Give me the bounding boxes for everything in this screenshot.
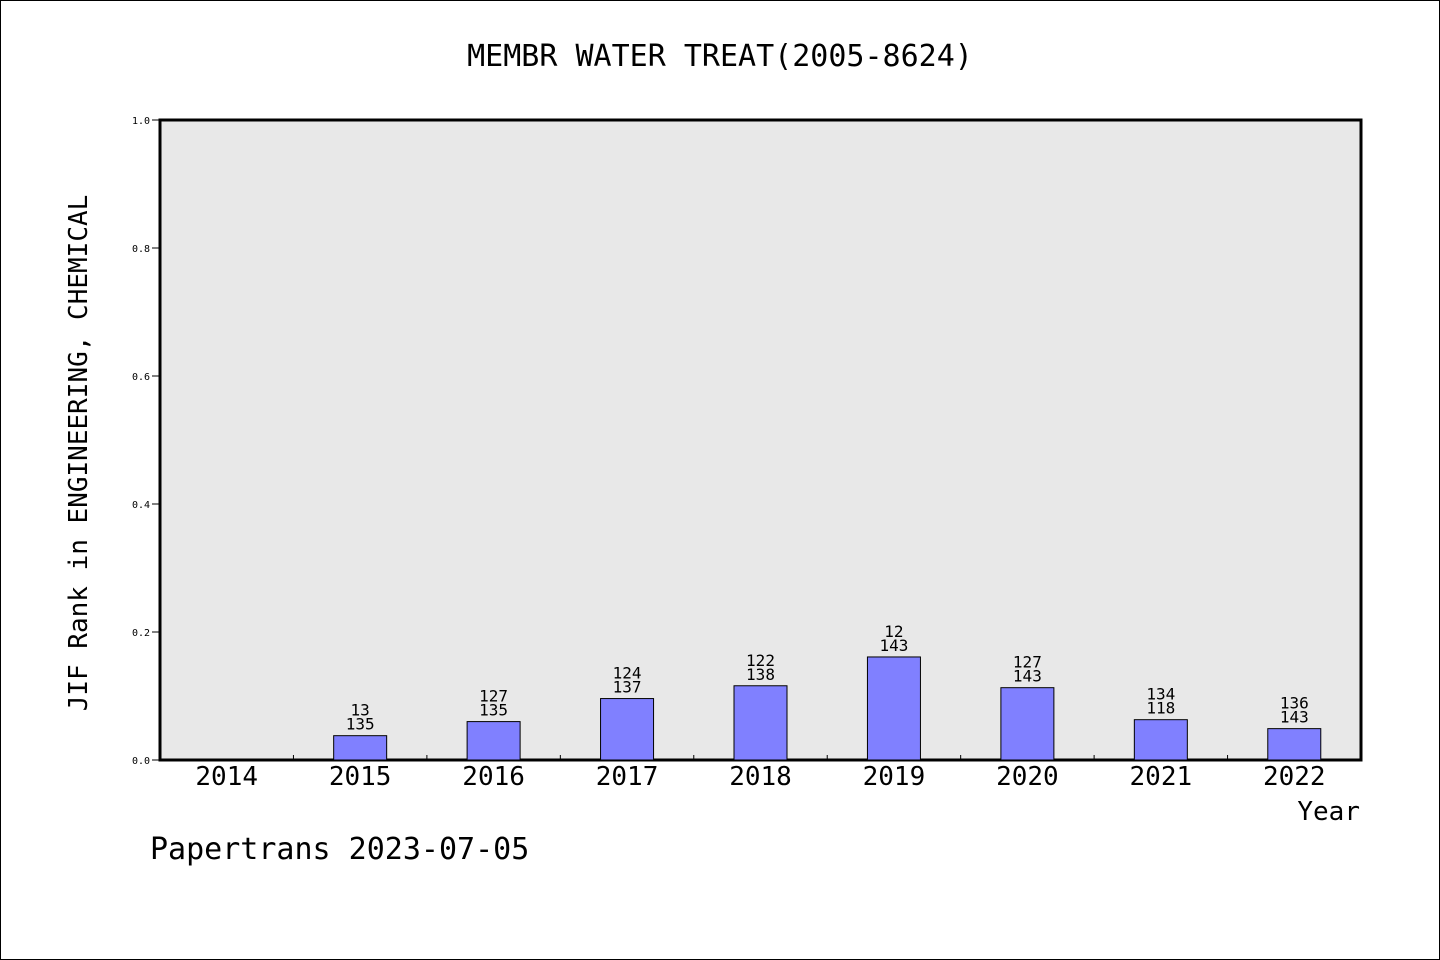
x-tick-label: 2016: [462, 762, 525, 792]
y-tick-label: 0.2: [132, 628, 150, 639]
x-tick-label: 2022: [1263, 762, 1326, 792]
plot-area: [158, 118, 1363, 762]
y-tick-label: 0.8: [132, 244, 150, 255]
bar-rank-label: 13: [351, 701, 370, 720]
bar-2022: [1267, 728, 1322, 761]
bar-total-label: 143: [1280, 708, 1309, 727]
x-tick-label: 2014: [195, 762, 258, 792]
x-axis-ticks: [292, 755, 1229, 760]
chart-title: MEMBR WATER TREAT(2005-8624): [467, 39, 973, 74]
bar-total-label: 118: [1146, 699, 1175, 718]
x-tick-label: 2018: [729, 762, 792, 792]
bar-labels: 1313512713512413712213812143127143134118…: [346, 622, 1309, 734]
footer-credit: Papertrans 2023-07-05: [150, 832, 530, 867]
y-axis-label: JIF Rank in ENGINEERING, CHEMICAL: [64, 195, 94, 712]
x-tick-label: 2015: [329, 762, 392, 792]
x-tick-label: 2017: [596, 762, 659, 792]
bar-total-label: 138: [746, 665, 775, 684]
x-axis-label: Year: [1297, 797, 1360, 827]
bar-total-label: 143: [1013, 667, 1042, 686]
bar-2017: [600, 698, 655, 761]
bar-2021: [1133, 719, 1188, 761]
bar-rank-label: 122: [746, 651, 775, 670]
bar-rank-label: 127: [1013, 653, 1042, 672]
bar-total-label: 143: [879, 636, 908, 655]
y-tick-label: 0.4: [132, 500, 150, 511]
bar-total-label: 135: [346, 715, 375, 734]
bar-2018: [733, 685, 788, 761]
y-axis-ticks: 0.0 0.2 0.4 0.6 0.8 1.0: [132, 116, 160, 767]
x-tick-labels: 2014 2015 2016 2017 2018 2019 2020 2021 2022: [195, 762, 1325, 792]
bar-2019: [866, 656, 921, 761]
bar-series: [333, 656, 1322, 761]
bar-2015: [333, 735, 388, 761]
bar-rank-label: 12: [884, 622, 903, 641]
y-tick-label: 0.0: [132, 756, 150, 767]
bar-rank-label: 124: [613, 664, 642, 683]
x-tick-label: 2020: [996, 762, 1059, 792]
y-tick-label: 1.0: [132, 116, 150, 127]
x-tick-label: 2019: [863, 762, 926, 792]
bar-total-label: 135: [479, 701, 508, 720]
bar-rank-label: 136: [1280, 694, 1309, 713]
bar-2016: [466, 721, 521, 761]
x-tick-label: 2021: [1130, 762, 1193, 792]
y-tick-label: 0.6: [132, 372, 150, 383]
bar-total-label: 137: [613, 678, 642, 697]
bar-rank-label: 127: [479, 687, 508, 706]
bar-2020: [1000, 687, 1055, 761]
bar-rank-label: 134: [1146, 685, 1175, 704]
